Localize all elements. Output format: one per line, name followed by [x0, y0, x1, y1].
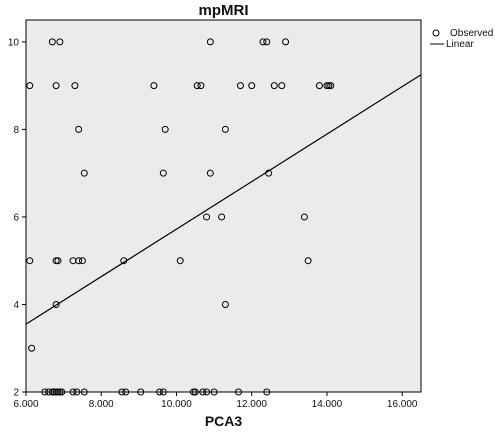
- data-point: [263, 38, 271, 46]
- data-point: [206, 169, 214, 177]
- data-point: [48, 38, 56, 46]
- data-point: [52, 300, 60, 308]
- plot-area: [26, 20, 421, 392]
- x-axis-label: PCA3: [205, 413, 243, 429]
- chart-title: mpMRI: [199, 2, 249, 19]
- y-tick-label: 6: [13, 212, 19, 223]
- y-tick-label: 2: [13, 388, 19, 399]
- data-point: [315, 82, 323, 90]
- data-point: [323, 82, 331, 90]
- x-tick-label: 6.000: [13, 399, 38, 410]
- legend: Observed Linear: [430, 28, 493, 50]
- data-point: [304, 257, 312, 265]
- data-point: [52, 257, 60, 265]
- data-point: [203, 213, 211, 221]
- data-point: [236, 82, 244, 90]
- x-tick-label: 12.000: [236, 399, 267, 410]
- y-tick-label: 8: [13, 125, 19, 136]
- x-tick-label: 10.000: [161, 399, 192, 410]
- data-point: [159, 169, 167, 177]
- data-point: [26, 257, 34, 265]
- x-tick-label: 8.000: [89, 399, 114, 410]
- plot-frame: [25, 19, 422, 393]
- y-tick-label: 10: [8, 37, 20, 48]
- data-point: [28, 344, 36, 352]
- data-point: [206, 38, 214, 46]
- data-point: [161, 125, 169, 133]
- data-point: [270, 82, 278, 90]
- data-point: [248, 82, 256, 90]
- data-point: [325, 82, 333, 90]
- data-point: [282, 38, 290, 46]
- data-point: [197, 82, 205, 90]
- data-point: [300, 213, 308, 221]
- data-point: [327, 82, 335, 90]
- data-point: [78, 257, 86, 265]
- data-point: [71, 82, 79, 90]
- data-point: [75, 257, 83, 265]
- data-point: [259, 38, 267, 46]
- data-point: [52, 82, 60, 90]
- data-point: [54, 257, 62, 265]
- data-point: [75, 125, 83, 133]
- data-point: [278, 82, 286, 90]
- legend-observed-label: Observed: [450, 28, 493, 39]
- x-tick-label: 14.000: [312, 399, 343, 410]
- y-tick-label: 4: [13, 300, 19, 311]
- data-point: [150, 82, 158, 90]
- data-point: [221, 300, 229, 308]
- data-point: [221, 125, 229, 133]
- data-point: [193, 82, 201, 90]
- tick-labels: 6.000 8.000 10.000 12.000 14.000 16.000 2 4 6 8 10: [8, 37, 418, 410]
- x-tick-label: 16.000: [387, 399, 418, 410]
- data-point: [80, 169, 88, 177]
- legend-observed-marker: [432, 29, 440, 37]
- legend-linear-label: Linear: [446, 39, 474, 50]
- data-point: [176, 257, 184, 265]
- axes: [22, 19, 422, 396]
- data-point: [26, 82, 34, 90]
- data-point: [218, 213, 226, 221]
- data-point: [56, 38, 64, 46]
- linear-fit-line: [25, 74, 422, 325]
